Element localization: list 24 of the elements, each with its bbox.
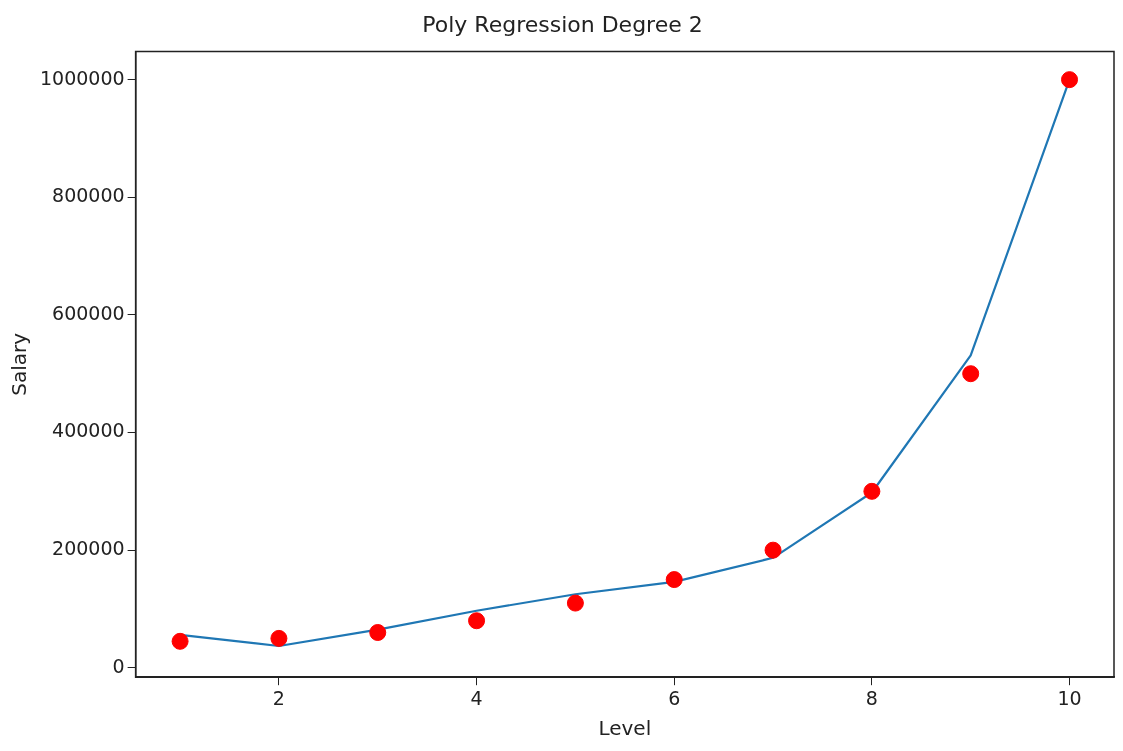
point — [863, 482, 881, 500]
point — [171, 632, 189, 650]
chart-title: Poly Regression Degree 2 — [422, 11, 703, 37]
point — [665, 571, 683, 589]
y-tick-label: 200000 — [52, 537, 125, 560]
x-tick-label: 4 — [470, 686, 483, 709]
point — [369, 624, 387, 641]
point — [270, 629, 288, 647]
y-axis-title: Salary — [7, 332, 32, 396]
point — [566, 594, 584, 612]
x-tick-label: 2 — [272, 686, 285, 709]
point — [764, 541, 782, 559]
y-tick-label: 400000 — [52, 419, 125, 442]
x-tick-label: 10 — [1057, 686, 1082, 709]
point — [962, 365, 980, 383]
y-tick-label: 1000000 — [39, 66, 125, 89]
y-tick-label: 800000 — [52, 184, 125, 207]
y-tick-label: 600000 — [52, 301, 125, 324]
point — [468, 612, 486, 630]
point — [1061, 71, 1079, 89]
x-tick-label: 8 — [865, 686, 878, 709]
x-tick-label: 6 — [668, 686, 681, 709]
y-tick-label: 0 — [112, 654, 125, 677]
x-axis-title: Level — [598, 716, 652, 741]
